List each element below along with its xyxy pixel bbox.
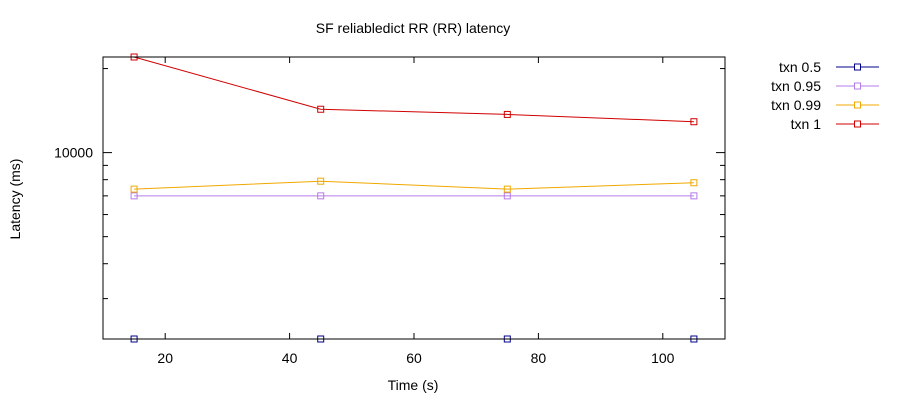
axis-ticks: 20 40 60 80 100 10000 (54, 57, 725, 366)
legend-marker (854, 82, 861, 90)
series-line (134, 180, 694, 190)
data-point (317, 192, 325, 200)
data-point (503, 185, 511, 193)
legend-marker (854, 63, 861, 71)
y-axis-label: Latency (ms) (7, 159, 23, 240)
x-tick-label: 20 (157, 350, 173, 366)
series-line (133, 56, 694, 123)
legend-marker (854, 120, 861, 128)
legend-item: txn 0.5 (779, 59, 879, 75)
legend-label: txn 0.95 (771, 78, 821, 94)
legend-item: txn 0.99 (771, 97, 879, 113)
legend-item: txn 0.95 (771, 78, 879, 94)
x-tick-label: 40 (282, 350, 298, 366)
legend-marker (854, 101, 861, 109)
x-axis-label: Time (s) (388, 377, 439, 393)
legend-item: txn 1 (791, 116, 879, 132)
x-tick-label: 100 (651, 350, 675, 366)
data-point (690, 179, 698, 187)
x-tick-label: 80 (531, 350, 547, 366)
data-point (317, 105, 325, 113)
series-txn-1 (130, 53, 698, 126)
legend: txn 0.5 txn 0.95 txn 0.99 txn 1 (771, 59, 879, 132)
data-point (130, 192, 138, 200)
legend-label: txn 0.99 (771, 97, 821, 113)
x-tick-label: 60 (406, 350, 422, 366)
legend-label: txn 0.5 (779, 59, 821, 75)
data-point (690, 118, 698, 126)
data-point (503, 192, 511, 200)
plot-frame (102, 56, 726, 340)
series-txn-0-99 (130, 177, 698, 193)
y-tick-label: 10000 (54, 145, 93, 161)
chart-title: SF reliabledict RR (RR) latency (316, 20, 511, 36)
series-layer (130, 53, 698, 343)
data-point (690, 192, 698, 200)
legend-label: txn 1 (791, 116, 822, 132)
data-point (503, 110, 511, 118)
series-txn-0-95 (130, 192, 698, 200)
data-point (130, 185, 138, 193)
data-point (317, 177, 325, 185)
